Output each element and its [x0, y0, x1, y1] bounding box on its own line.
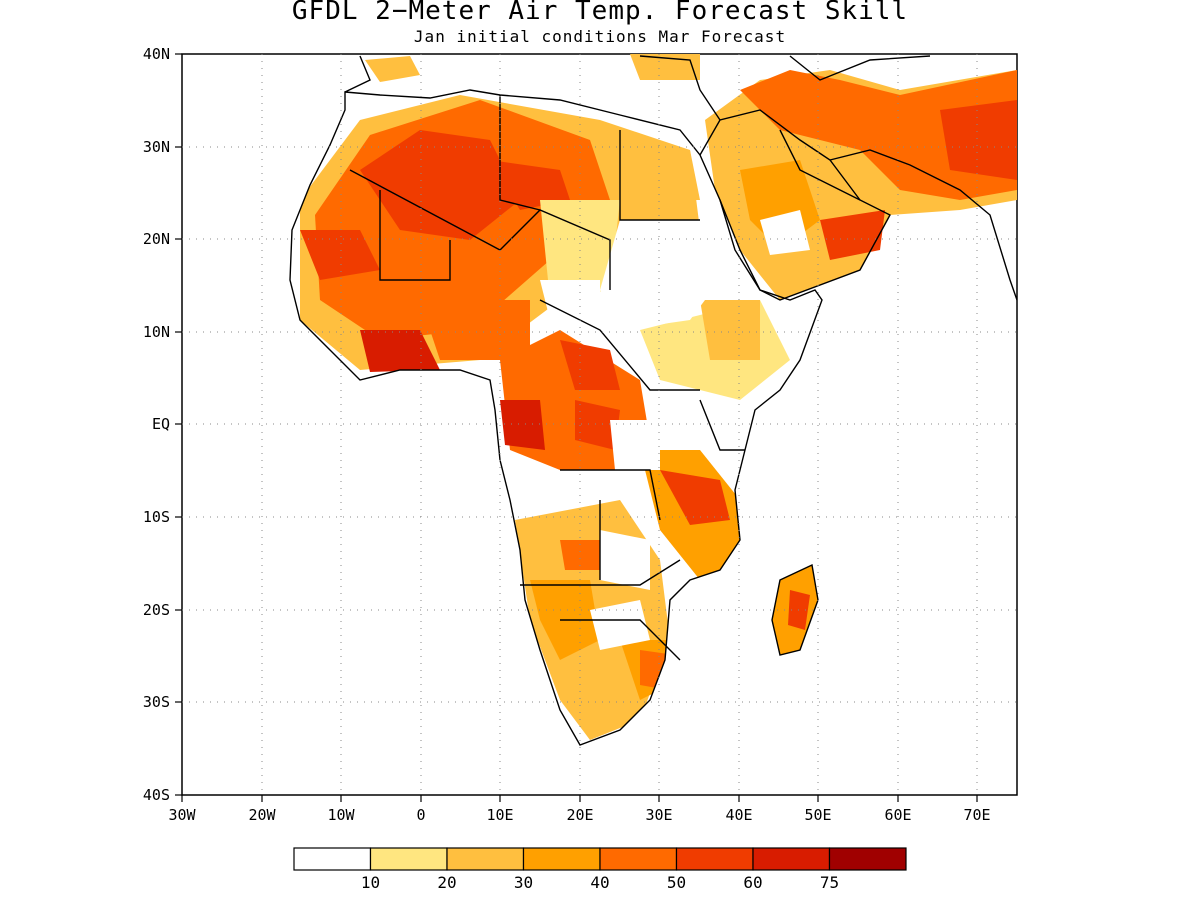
- lon-label: 50E: [804, 806, 831, 824]
- colorbar-label: 40: [590, 873, 609, 892]
- lat-label: 40S: [143, 786, 170, 804]
- lon-label: 60E: [884, 806, 911, 824]
- lon-label: 10E: [486, 806, 513, 824]
- colorbar-swatch: [293, 847, 372, 871]
- lon-label: 30E: [645, 806, 672, 824]
- lat-label: 40N: [143, 45, 170, 63]
- colorbar-swatch: [369, 847, 448, 871]
- lon-label: 20E: [566, 806, 593, 824]
- map-title: GFDL 2−Meter Air Temp. Forecast Skill: [291, 0, 909, 26]
- lon-label: 40E: [725, 806, 752, 824]
- lon-label: 30W: [168, 806, 196, 824]
- lon-label: 10W: [327, 806, 355, 824]
- lat-label: EQ: [152, 415, 170, 433]
- colorbar-swatch: [675, 847, 754, 871]
- lat-label: 20N: [143, 230, 170, 248]
- colorbar-label: 10: [361, 873, 380, 892]
- lat-label: 30S: [143, 693, 170, 711]
- colorbar-label: 20: [437, 873, 456, 892]
- lat-label: 10S: [143, 508, 170, 526]
- colorbar-swatch: [522, 847, 601, 871]
- colorbar-swatch: [828, 847, 907, 871]
- lon-label: 0: [416, 806, 425, 824]
- lat-label: 30N: [143, 138, 170, 156]
- lat-label: 20S: [143, 601, 170, 619]
- axis-ticks: [175, 53, 978, 802]
- colorbar-swatch: [752, 847, 831, 871]
- skill-field: [300, 54, 1017, 740]
- colorbar: 10 20 30 40 50 60 75: [293, 847, 907, 892]
- lon-label: 20W: [248, 806, 276, 824]
- colorbar-swatch: [599, 847, 678, 871]
- lat-label: 10N: [143, 323, 170, 341]
- lon-labels: 30W 20W 10W 0 10E 20E 30E 40E 50E 60E 70…: [168, 806, 990, 824]
- colorbar-swatch: [446, 847, 525, 871]
- coastlines: [289, 55, 1017, 746]
- lat-labels: 40N 30N 20N 10N EQ 10S 20S 30S 40S: [143, 45, 170, 804]
- lon-label: 70E: [963, 806, 990, 824]
- colorbar-label: 75: [820, 873, 839, 892]
- colorbar-label: 60: [743, 873, 762, 892]
- map-subtitle: Jan initial conditions Mar Forecast: [413, 27, 787, 46]
- colorbar-label: 30: [514, 873, 533, 892]
- colorbar-label: 50: [667, 873, 686, 892]
